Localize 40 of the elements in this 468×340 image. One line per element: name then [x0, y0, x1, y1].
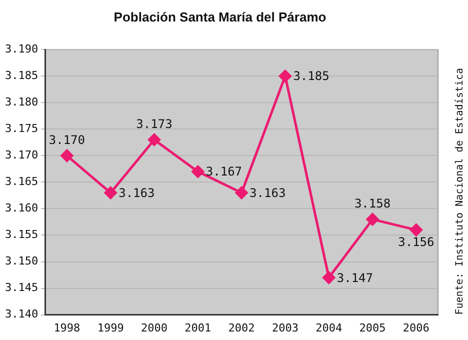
y-tick-label: 3.170: [4, 148, 38, 162]
data-label: 3.163: [118, 186, 155, 200]
y-tick-label: 3.160: [4, 202, 38, 215]
y-tick-label: 3.140: [4, 308, 38, 321]
data-label: 3.170: [48, 132, 85, 147]
x-tick-label: 2002: [228, 321, 255, 334]
y-tick-label: 3.185: [4, 68, 38, 82]
data-label: 3.158: [354, 196, 391, 210]
x-tick-label: 2005: [359, 321, 386, 334]
x-tick-label: 2001: [184, 321, 212, 334]
data-label: 3.173: [136, 116, 172, 131]
data-label: 3.167: [206, 164, 242, 179]
x-tick-label: 2004: [316, 321, 342, 334]
point: [278, 70, 292, 82]
y-tick-label: 3.180: [4, 96, 38, 108]
y-tick-label: 3.175: [4, 122, 38, 136]
x-tick-label: 2000: [141, 321, 168, 334]
x-tick-label: 2003: [272, 321, 298, 334]
point: [366, 213, 379, 226]
y-tick-label: 3.190: [4, 42, 38, 56]
point: [192, 165, 204, 178]
point: [60, 149, 74, 162]
y-tick-label: 3.150: [4, 254, 38, 268]
data-label: 3.185: [293, 69, 330, 84]
point: [104, 186, 117, 200]
x-tick-label: 1999: [97, 321, 124, 334]
point: [410, 224, 422, 236]
y-tick-label: 3.155: [4, 228, 38, 242]
source-note: Fuente: Instituto Nacional de Estadística: [454, 68, 466, 315]
x-tick-label: 2006: [402, 321, 430, 334]
chart-title: Población Santa María del Páramo: [114, 9, 326, 24]
data-label: 3.156: [398, 235, 434, 250]
point: [148, 134, 160, 146]
point: [322, 271, 336, 284]
data-label: 3.163: [250, 186, 286, 200]
data-label: 3.147: [336, 270, 373, 285]
point: [235, 186, 248, 200]
x-tick-label: 1998: [54, 321, 80, 334]
y-tick-label: 3.145: [4, 281, 38, 294]
y-tick-label: 3.165: [4, 175, 38, 188]
